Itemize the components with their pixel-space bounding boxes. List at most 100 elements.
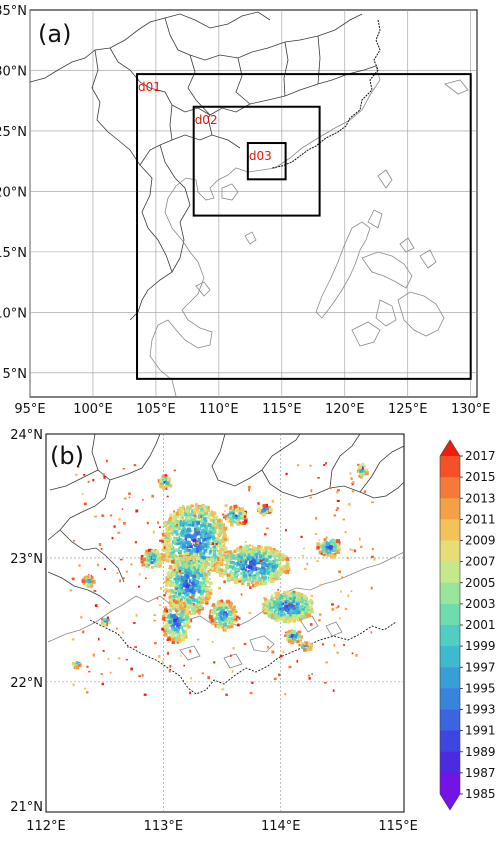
urban-cell <box>186 588 190 593</box>
urban-cell <box>303 567 307 570</box>
urban-cell <box>152 553 156 557</box>
urban-cell <box>235 557 239 561</box>
urban-cell <box>190 598 193 602</box>
urban-cell <box>336 489 340 492</box>
urban-cell <box>321 643 324 646</box>
urban-cell <box>254 579 258 582</box>
urban-cell <box>193 560 196 563</box>
urban-cell <box>184 548 189 553</box>
urban-cell <box>248 611 252 615</box>
urban-cell <box>202 543 205 547</box>
urban-cell <box>280 567 284 572</box>
urban-cell <box>182 617 184 620</box>
urban-cell <box>218 622 223 626</box>
urban-cell <box>182 583 186 587</box>
urban-cell <box>300 609 303 613</box>
urban-cell <box>210 526 214 530</box>
urban-cell <box>119 558 123 561</box>
urban-cell <box>132 622 136 624</box>
urban-cell <box>188 581 191 584</box>
urban-cell <box>333 514 337 517</box>
urban-cell <box>201 588 203 591</box>
urban-cell <box>219 544 223 549</box>
urban-cell <box>197 568 200 572</box>
urban-cell <box>231 577 235 581</box>
urban-cell <box>235 514 238 517</box>
urban-cell <box>222 513 225 516</box>
urban-cell <box>211 641 214 643</box>
urban-cell <box>179 592 182 595</box>
urban-cell <box>336 539 340 544</box>
urban-cell <box>321 541 325 545</box>
urban-cell <box>181 565 184 569</box>
urban-cell <box>175 608 179 612</box>
urban-cell <box>219 556 223 559</box>
urban-cell <box>171 560 175 564</box>
urban-cell <box>219 524 224 529</box>
urban-cell <box>181 633 186 637</box>
urban-cell <box>244 560 248 563</box>
urban-cell <box>285 529 287 532</box>
urban-cell <box>202 601 205 604</box>
urban-cell <box>201 512 204 515</box>
urban-cell <box>240 552 244 556</box>
urban-cell <box>277 614 282 619</box>
urban-cell <box>307 674 311 677</box>
urban-cell <box>185 571 189 575</box>
urban-cell <box>176 617 180 621</box>
urban-cell <box>162 556 167 560</box>
urban-cell <box>189 586 193 589</box>
urban-cell <box>358 469 362 473</box>
urban-cell <box>206 592 210 595</box>
urban-cell <box>88 575 91 578</box>
urban-cell <box>266 570 271 575</box>
urban-cell <box>336 547 339 550</box>
urban-cell <box>291 591 296 596</box>
urban-cell <box>223 533 227 538</box>
urban-cell <box>215 537 219 541</box>
urban-cell <box>151 555 156 560</box>
urban-cell <box>283 606 286 610</box>
urban-cell <box>295 605 297 608</box>
urban-cell <box>192 513 196 518</box>
urban-cell <box>188 571 192 576</box>
urban-cell <box>215 568 218 571</box>
urban-cell <box>248 557 251 560</box>
urban-cell <box>177 549 181 553</box>
urban-cell <box>166 610 170 614</box>
urban-cell <box>220 554 223 557</box>
urban-cell <box>261 574 265 578</box>
urban-cell <box>191 611 196 615</box>
urban-cell <box>263 580 267 584</box>
urban-cell <box>82 578 84 580</box>
urban-cell <box>165 487 168 490</box>
urban-cell <box>226 516 229 519</box>
urban-cell <box>184 597 187 600</box>
urban-cell <box>297 594 302 598</box>
urban-cell <box>84 581 87 585</box>
urban-cell <box>323 543 327 547</box>
urban-cell <box>245 565 250 569</box>
urban-cell <box>103 620 107 624</box>
urban-cell <box>309 464 312 467</box>
urban-cell <box>192 571 197 575</box>
urban-cell <box>163 480 166 483</box>
urban-cell <box>77 465 80 469</box>
urban-cell <box>180 580 184 584</box>
urban-cell <box>184 538 188 541</box>
urban-cell <box>185 557 190 562</box>
urban-cell <box>186 506 188 509</box>
urban-cell <box>173 559 175 561</box>
urban-cell <box>284 604 286 607</box>
urban-cell <box>261 582 265 586</box>
urban-cell <box>236 518 240 522</box>
urban-cell <box>134 646 138 648</box>
colorbar-tick-label: 2005 <box>465 576 496 590</box>
urban-cell <box>183 621 185 624</box>
urban-cell <box>290 632 293 634</box>
urban-cell <box>271 552 274 555</box>
urban-cell <box>178 640 181 644</box>
urban-cell <box>289 608 294 613</box>
urban-cell <box>190 677 193 680</box>
urban-cell <box>173 510 175 513</box>
